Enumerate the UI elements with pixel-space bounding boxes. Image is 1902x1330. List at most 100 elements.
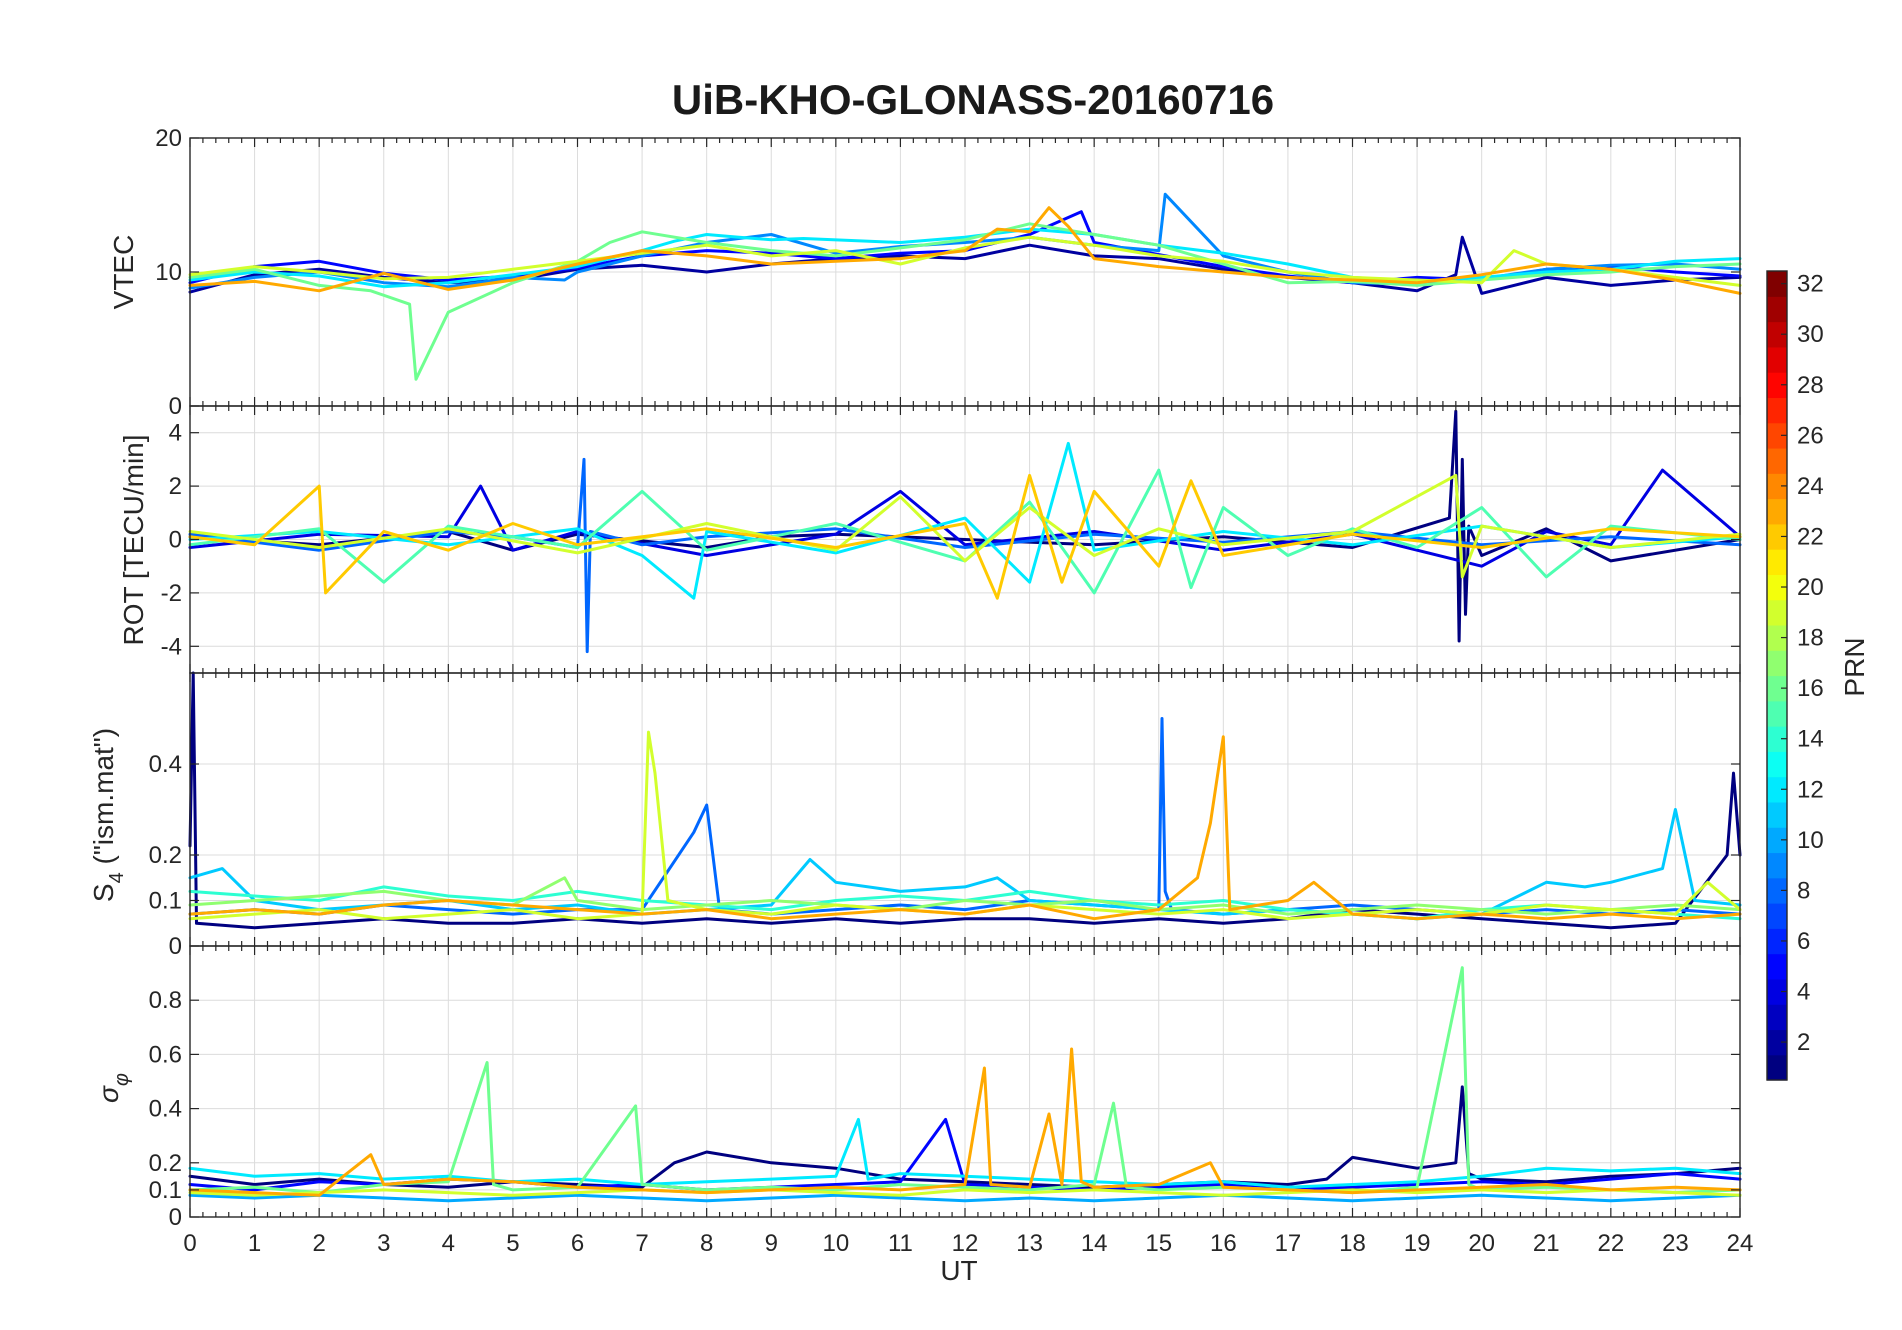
colorbar-segment	[1767, 549, 1787, 575]
colorbar-segment	[1767, 624, 1787, 651]
colorbar-segment	[1767, 953, 1787, 980]
colorbar-segment	[1767, 700, 1787, 727]
rot-panel: -4 -2 0 2 4	[161, 405, 1742, 674]
prn-19-trace	[188, 235, 1742, 287]
colorbar-frame	[1766, 270, 1788, 1081]
y-tick-label: 0.1	[149, 1177, 182, 1204]
y-tick-label: 0.4	[149, 1096, 182, 1123]
y-tick-label: 0.2	[149, 842, 182, 869]
x-tick-label: 24	[1727, 1230, 1754, 1257]
chart-title: UiB-KHO-GLONASS-20160716	[672, 76, 1274, 123]
colorbar-segment	[1767, 447, 1787, 474]
prn-4-trace	[188, 468, 1742, 568]
x-tick-label: 15	[1145, 1230, 1172, 1257]
x-tick-label: 22	[1597, 1230, 1624, 1257]
colorbar-segment	[1767, 1004, 1787, 1031]
x-tick-label: 4	[442, 1230, 455, 1257]
prn-23-trace	[188, 1047, 1742, 1197]
colorbar-tick-label: 30	[1797, 321, 1824, 348]
colorbar-segment	[1767, 776, 1787, 803]
colorbar-segment	[1767, 801, 1787, 828]
prn-23-trace	[188, 206, 1742, 295]
y-tick-label: 0	[169, 933, 182, 960]
y-tick-label: 4	[169, 420, 182, 447]
y-tick-label: 2	[169, 473, 182, 500]
colorbar-segment	[1767, 321, 1787, 348]
x-tick-label: 8	[700, 1230, 713, 1257]
x-tick-label: 3	[377, 1230, 390, 1257]
colorbar-segment	[1767, 1054, 1787, 1081]
y-tick-label: 0	[169, 1204, 182, 1231]
x-tick-label: 17	[1275, 1230, 1302, 1257]
x-tick-label: 21	[1533, 1230, 1560, 1257]
x-tick-label: 9	[765, 1230, 778, 1257]
colorbar-segment	[1767, 372, 1787, 399]
x-tick-label: 0	[183, 1230, 196, 1257]
colorbar-segment	[1767, 675, 1787, 702]
colorbar-segment	[1767, 852, 1787, 879]
colorbar-segment	[1767, 1029, 1787, 1056]
colorbar-segment	[1767, 397, 1787, 424]
colorbar-segment	[1767, 726, 1787, 752]
prn-16-trace	[188, 222, 1742, 381]
colorbar-segment	[1767, 473, 1787, 500]
prn-23-trace	[188, 735, 1742, 921]
colorbar-tick-label: 32	[1797, 271, 1824, 298]
y-tick-label: 0.4	[149, 751, 182, 778]
prn-19-trace	[188, 1188, 1742, 1197]
x-tick-label: 6	[571, 1230, 584, 1257]
vtec-axis-label: VTEC	[108, 235, 139, 310]
colorbar-tick-label: 20	[1797, 574, 1824, 601]
y-tick-label: -2	[161, 580, 182, 607]
colorbar-tick-label: 18	[1797, 625, 1824, 652]
colorbar-tick-label: 10	[1797, 827, 1824, 854]
x-tick-label: 12	[952, 1230, 979, 1257]
y-tick-label: 10	[155, 259, 182, 286]
x-tick-label: 23	[1662, 1230, 1689, 1257]
y-tick-label: 0.1	[149, 888, 182, 915]
colorbar-tick-label: 14	[1797, 726, 1824, 753]
x-tick-label: 14	[1081, 1230, 1108, 1257]
colorbar-tick-label: 12	[1797, 776, 1824, 803]
y-tick-label: 0	[169, 393, 182, 420]
colorbar-tick-label: 24	[1797, 473, 1824, 500]
x-tick-label: 11	[888, 1230, 913, 1257]
colorbar-segment	[1767, 346, 1787, 373]
colorbar-segment	[1767, 599, 1787, 626]
colorbar-segment	[1767, 574, 1787, 601]
y-tick-label: 0.6	[149, 1041, 182, 1068]
colorbar-tick-label: 4	[1797, 979, 1810, 1006]
x-tick-label: 7	[635, 1230, 648, 1257]
prn-16-trace	[188, 966, 1742, 1195]
colorbar-segment	[1767, 422, 1787, 449]
colorbar-segment	[1767, 296, 1787, 323]
colorbar-segment	[1767, 523, 1787, 550]
x-tick-label: 20	[1468, 1230, 1495, 1257]
colorbar-segment	[1767, 650, 1787, 677]
y-tick-label: 0.2	[149, 1150, 182, 1177]
prn-12-trace	[188, 1117, 1742, 1189]
x-tick-label: 2	[312, 1230, 325, 1257]
prn-10-trace	[188, 1193, 1742, 1203]
colorbar-tick-label: 2	[1797, 1029, 1810, 1056]
x-axis-label: UT	[940, 1255, 977, 1286]
colorbar-segment	[1767, 978, 1787, 1005]
x-tick-label: 1	[248, 1230, 261, 1257]
colorbar-segment	[1767, 928, 1787, 955]
y-tick-label: -4	[161, 633, 182, 660]
colorbar-segment	[1767, 751, 1787, 778]
x-tick-label: 19	[1404, 1230, 1431, 1257]
rot-axis-label: ROT [TECU/min]	[118, 434, 149, 645]
colorbar-label: PRN	[1839, 637, 1870, 696]
x-tick-label: 13	[1016, 1230, 1043, 1257]
prn-22-trace	[188, 473, 1742, 600]
y-tick-label: 20	[155, 125, 182, 152]
x-tick-label: 5	[506, 1230, 519, 1257]
colorbar-segment	[1767, 903, 1787, 929]
colorbar-segment	[1767, 498, 1787, 525]
x-tick-label: 10	[822, 1230, 849, 1257]
colorbar-segment	[1767, 271, 1787, 297]
